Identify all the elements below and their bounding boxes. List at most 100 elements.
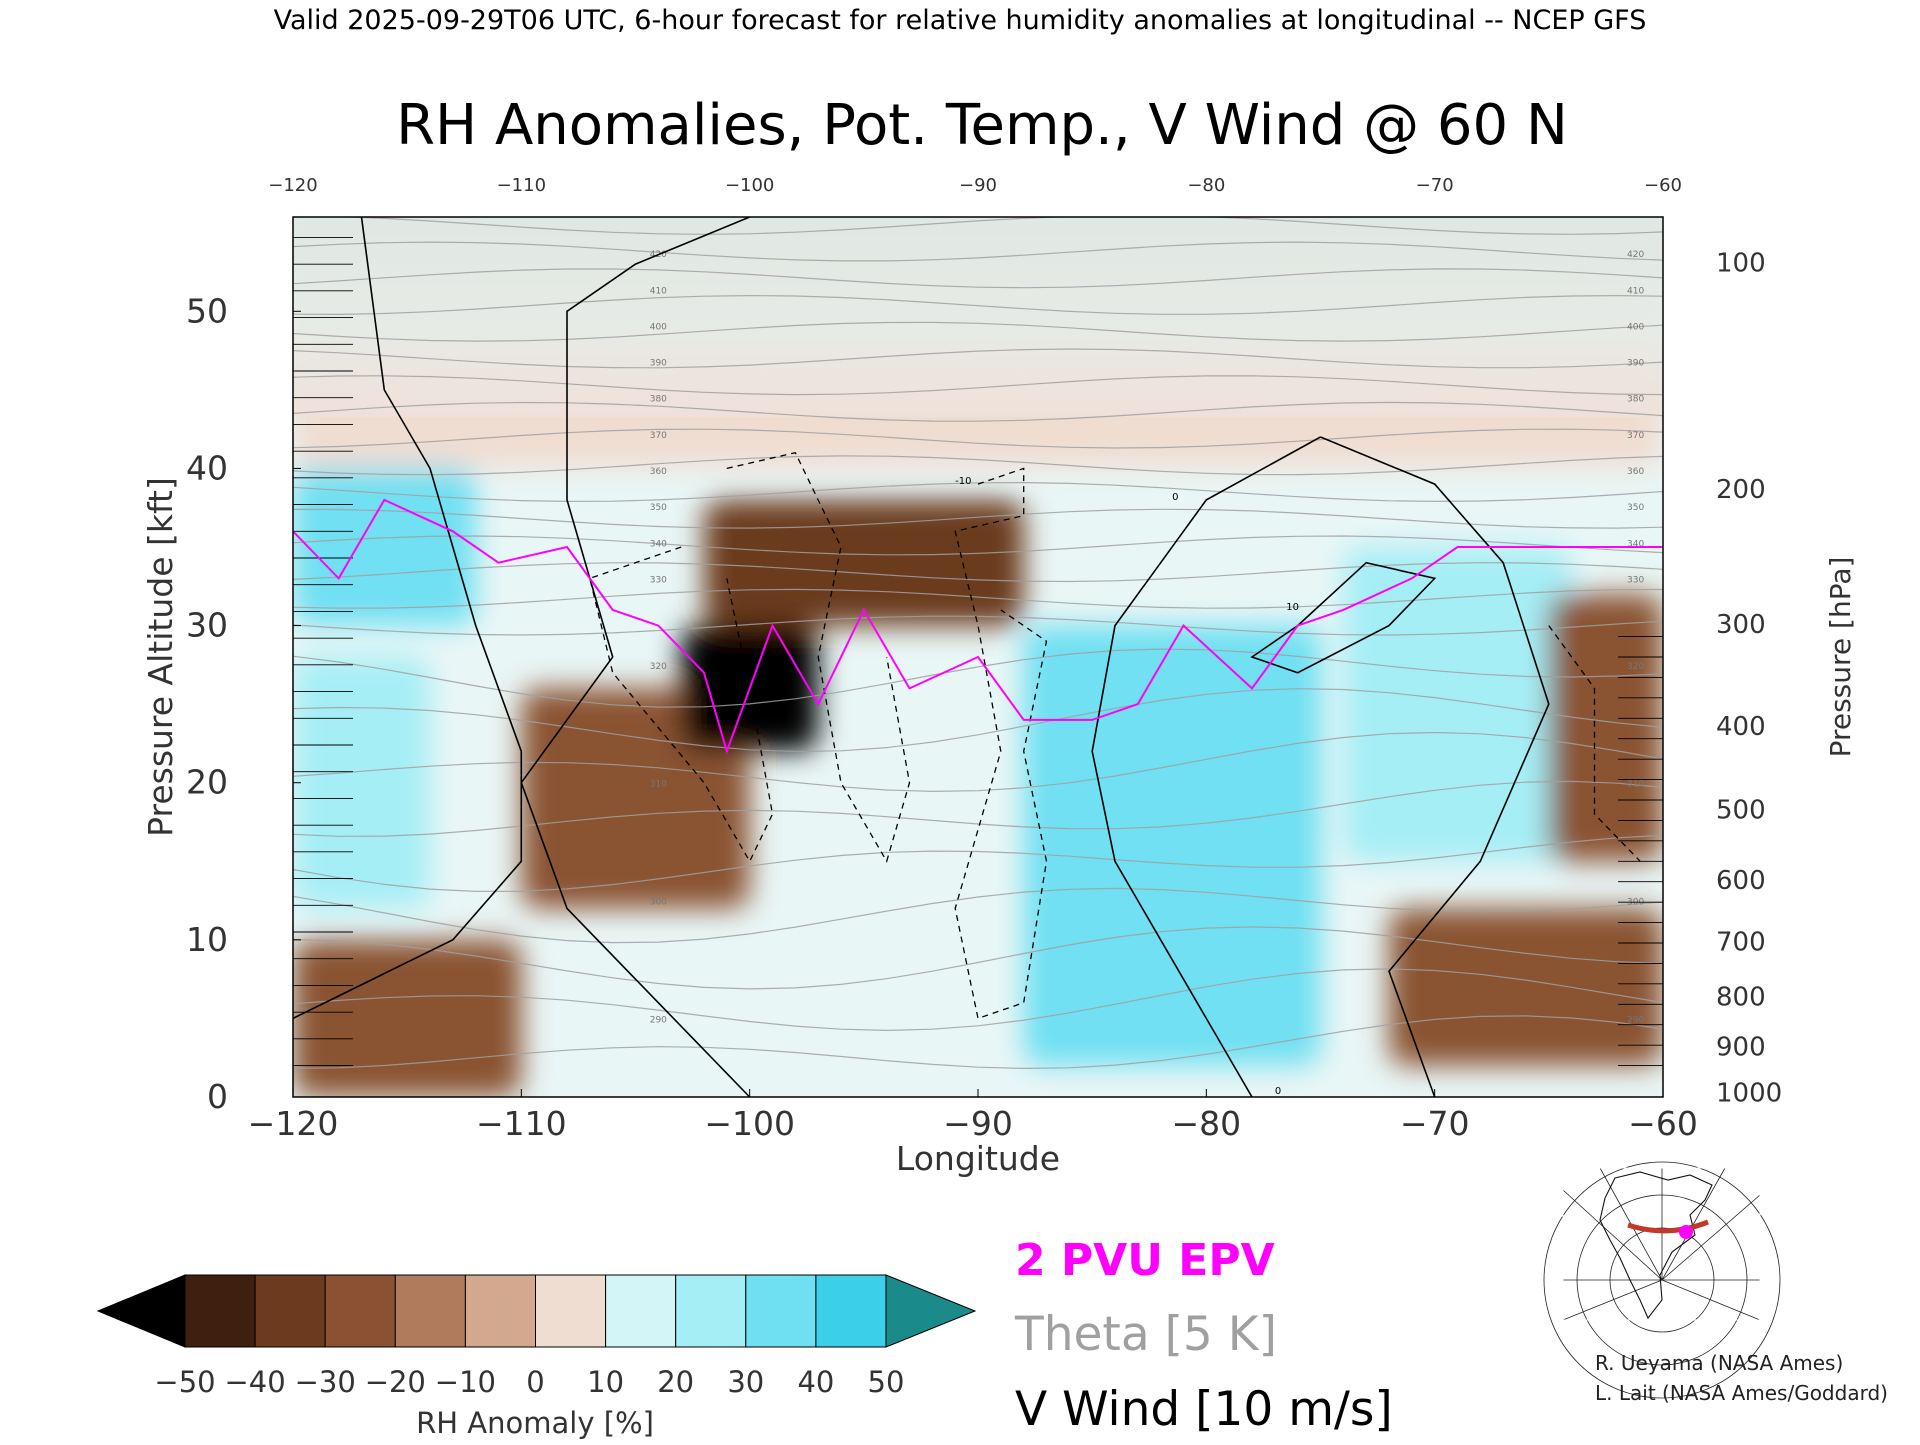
theta-contour xyxy=(293,1015,1663,1070)
x-tick-label: −80 xyxy=(1172,1104,1242,1143)
colorbar-under-triangle xyxy=(96,1274,186,1348)
theta-contour-label: 390 xyxy=(1627,359,1644,369)
pressure-tick-lines xyxy=(293,236,1663,1067)
theta-contour-label: 330 xyxy=(1627,575,1644,585)
pressure-tick-label: 600 xyxy=(1716,866,1766,896)
x-axis-bottom: −120 −110 −100 −90 −80 −70 −60 xyxy=(248,1089,1698,1143)
theta-contour xyxy=(293,375,1663,396)
y-axis-left: 0 10 20 30 40 50 xyxy=(186,291,301,1116)
theta-contour-label: 340 xyxy=(650,539,667,549)
theta-contour-label: 370 xyxy=(650,431,667,441)
theta-contour xyxy=(293,968,1663,1032)
theta-contour xyxy=(293,321,1663,342)
rh-anomaly-cell xyxy=(1023,625,1321,1066)
y-axis-right-label: Pressure [hPa] xyxy=(1824,557,1857,758)
legend-theta: Theta [5 K] xyxy=(1014,1307,1277,1362)
locator-section-line xyxy=(1627,1219,1709,1234)
x-top-tick-label: −110 xyxy=(497,175,546,196)
pressure-tick-label: 300 xyxy=(1716,610,1766,640)
y-tick-label: 40 xyxy=(186,448,228,487)
theta-contour-label: 350 xyxy=(1627,503,1644,513)
x-axis-top: −120 −110 −100 −90 −80 −70 −60 xyxy=(268,175,1682,196)
v-wind-contour xyxy=(1091,436,1321,1097)
v-wind-contour xyxy=(1250,561,1437,674)
colorbar-tick-label: −10 xyxy=(435,1365,496,1399)
theta-contour-label: 370 xyxy=(1627,431,1644,441)
rh-anomaly-cell xyxy=(1548,594,1663,862)
pressure-tick-label: 100 xyxy=(1716,249,1766,279)
theta-contour-label: 400 xyxy=(1627,322,1644,332)
x-top-tick-label: −60 xyxy=(1644,175,1682,196)
theta-contour-label: 390 xyxy=(650,359,667,369)
theta-contour xyxy=(293,481,1663,503)
rh-anomaly-cell xyxy=(293,468,476,626)
theta-contour xyxy=(334,217,1663,235)
theta-contour-label: 320 xyxy=(1627,662,1644,672)
colorbar-segment xyxy=(605,1274,677,1348)
colorbar-tick-label: 40 xyxy=(797,1365,834,1399)
y-tick-label: 20 xyxy=(186,763,228,802)
colorbar-segment xyxy=(535,1274,607,1348)
rh-anomaly-cell xyxy=(1389,908,1663,1066)
v-wind-contour-label: 0 xyxy=(1172,492,1178,503)
v-wind-contour xyxy=(1320,436,1550,1097)
v-wind-contour xyxy=(293,217,523,1020)
colorbar: −50 −40 −30 −20 −10 0 10 20 30 40 50 xyxy=(96,1274,977,1399)
valid-time-line: Valid 2025-09-29T06 UTC, 6-hour forecast… xyxy=(274,5,1647,36)
x-top-tick-label: −120 xyxy=(268,175,317,196)
v-wind-contour xyxy=(520,217,751,1097)
theta-contour-label: 360 xyxy=(1627,467,1644,477)
theta-contour xyxy=(293,508,1663,529)
theta-contour-label: 350 xyxy=(650,503,667,513)
locator-map xyxy=(1543,1161,1781,1399)
v-wind-contour-label: 0 xyxy=(1275,1086,1281,1097)
theta-contour-label: 290 xyxy=(650,1015,667,1025)
v-wind-contour-label: 10 xyxy=(1286,602,1299,613)
v-wind-contours: -10 0 10 0 xyxy=(293,217,1641,1097)
x-tick-label: −60 xyxy=(1628,1104,1698,1143)
x-top-tick-label: −90 xyxy=(959,175,997,196)
colorbar-segment xyxy=(184,1274,256,1348)
pressure-tick-label: 900 xyxy=(1716,1033,1766,1063)
x-top-tick-label: −100 xyxy=(725,175,774,196)
theta-contour-label: 380 xyxy=(650,395,667,405)
theta-contour xyxy=(293,428,1663,449)
locator-point xyxy=(1679,1225,1693,1239)
colorbar-segment xyxy=(745,1274,817,1348)
theta-contour xyxy=(293,887,1663,944)
v-wind-contour xyxy=(589,546,774,863)
theta-contour xyxy=(293,926,1663,990)
credit-line-1: R. Ueyama (NASA Ames) xyxy=(1595,1351,1843,1375)
theta-contour xyxy=(293,588,1663,609)
theta-contour-label: 320 xyxy=(650,662,667,672)
theta-contour xyxy=(293,401,1663,422)
theta-contour xyxy=(293,688,1663,753)
colorbar-tick-label: 0 xyxy=(526,1365,544,1399)
theta-contour-label: 410 xyxy=(650,286,667,296)
colorbar-over-triangle xyxy=(885,1274,977,1348)
x-tick-label: −90 xyxy=(943,1104,1013,1143)
theta-contour xyxy=(293,834,1663,893)
x-tick-label: −120 xyxy=(248,1104,339,1143)
y-tick-label: 0 xyxy=(207,1077,228,1116)
legend-epv: 2 PVU EPV xyxy=(1015,1235,1275,1286)
theta-contour-label: 420 xyxy=(1627,250,1644,260)
v-wind-contour xyxy=(1548,625,1641,862)
colorbar-tick-label: −30 xyxy=(295,1365,356,1399)
theta-contour-label: 310 xyxy=(650,780,667,790)
theta-contour-label: 330 xyxy=(650,575,667,585)
y-axis-right: 100 200 300 400 500 600 700 800 900 1000 xyxy=(1716,249,1782,1109)
epv-2pvu-line xyxy=(293,498,1663,755)
theta-contour xyxy=(293,648,1663,708)
theta-contour xyxy=(293,348,1663,369)
pressure-tick-label: 500 xyxy=(1716,795,1766,825)
theta-contour-label: 310 xyxy=(1627,780,1644,790)
x-tick-label: −100 xyxy=(704,1104,795,1143)
x-top-tick-label: −80 xyxy=(1187,175,1225,196)
theta-contour-label: 290 xyxy=(1627,1015,1644,1025)
y-tick-label: 30 xyxy=(186,606,228,645)
colorbar-tick-label: −50 xyxy=(154,1365,215,1399)
theta-contour xyxy=(293,455,1663,476)
